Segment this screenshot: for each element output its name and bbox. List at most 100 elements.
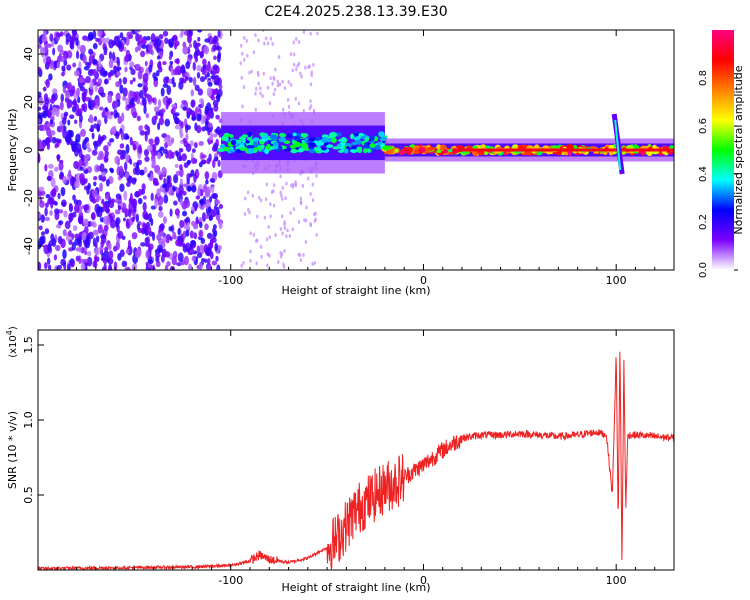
- spectrogram-cell: [277, 54, 281, 59]
- spectrogram-cell: [157, 244, 163, 253]
- spectrogram-cell: [662, 145, 670, 150]
- spectrogram-cell: [101, 175, 107, 182]
- spectrogram-cell: [65, 91, 71, 99]
- spectrogram-cell: [81, 140, 88, 151]
- spectrogram-cell: [126, 31, 133, 38]
- spectrogram-cell: [162, 96, 168, 104]
- spectrogram-cell: [153, 106, 160, 113]
- spectrogram-cell: [129, 192, 133, 203]
- spectrogram-cell: [282, 264, 286, 269]
- spectrogram-cell: [95, 97, 100, 107]
- spectrogram-cell: [297, 219, 301, 224]
- spectrogram-cell: [79, 86, 86, 92]
- spectrogram-cell: [47, 243, 51, 253]
- spectrogram-cell: [279, 227, 283, 232]
- spectrogram-cell: [281, 185, 284, 190]
- spectrogram-cell: [212, 133, 218, 138]
- spectrogram-cell: [123, 46, 127, 52]
- spectrogram-cell: [114, 99, 118, 109]
- spectrogram-cell: [190, 206, 195, 212]
- spectrogram-cell: [91, 198, 97, 204]
- spectrogram-cell: [47, 163, 54, 169]
- spectrogram-cell: [91, 149, 98, 156]
- spectrogram-cell: [49, 33, 54, 42]
- spectrogram-cell: [210, 185, 215, 194]
- spectrogram-cell: [351, 145, 358, 150]
- spectrogram-cell: [92, 68, 97, 77]
- spectrogram-cell: [80, 263, 86, 270]
- spectrogram-cell: [265, 182, 269, 187]
- spectrogram-cell: [216, 93, 221, 103]
- spectrogram-cell: [124, 161, 128, 172]
- spectrogram-cell: [241, 104, 244, 109]
- spectrogram-cell: [179, 167, 184, 178]
- spectrogram-cell: [93, 254, 98, 264]
- spectrogram-cell: [52, 88, 58, 94]
- spectrogram-cell: [158, 205, 163, 212]
- spectrogram-cell: [534, 144, 540, 150]
- spectrogram-cell: [168, 55, 172, 61]
- spectrogram-ytick-label: -20: [22, 189, 35, 207]
- spectrogram-cell: [273, 76, 276, 81]
- spectrogram-cell: [107, 141, 112, 147]
- spectrogram-cell: [179, 198, 184, 206]
- spectrogram-cell: [93, 123, 98, 129]
- spectrogram-cell: [264, 197, 268, 202]
- spectrogram-cell: [205, 179, 209, 185]
- spectrogram-cell: [309, 192, 312, 197]
- spectrogram-cell: [49, 209, 53, 216]
- spectrogram-cell: [69, 114, 75, 120]
- spectrogram-cell: [312, 62, 315, 67]
- spectrogram-cell: [241, 51, 244, 56]
- spectrogram-cell: [209, 251, 214, 260]
- spectrogram-cell: [302, 253, 305, 258]
- spectrogram-cell: [98, 106, 104, 111]
- spectrogram-cell: [46, 257, 51, 265]
- spectrogram-cell: [283, 225, 286, 230]
- spectrogram-cell: [181, 99, 188, 105]
- snr-yscale: (x104): [5, 326, 19, 358]
- spectrogram-cell: [250, 69, 253, 74]
- spectrogram-cell: [184, 218, 189, 223]
- spectrogram-cell: [39, 46, 46, 56]
- spectrogram-cell: [276, 79, 280, 84]
- spectrogram-cell: [209, 240, 214, 249]
- spectrogram-cell: [75, 37, 79, 47]
- spectrogram-cell: [252, 50, 256, 55]
- spectrogram-cell: [180, 30, 184, 36]
- spectrogram-cell: [115, 92, 121, 102]
- spectrogram-cell: [369, 143, 376, 148]
- spectrogram-cell: [86, 256, 93, 267]
- spectrogram-cell: [292, 132, 297, 137]
- spectrogram-cell: [115, 209, 120, 215]
- spectrogram-cell: [61, 71, 65, 77]
- spectrogram-cell: [83, 218, 89, 228]
- spectrogram-cell: [108, 51, 113, 60]
- spectrogram-cell: [278, 82, 282, 87]
- spectrogram-cell: [200, 114, 206, 125]
- spectrogram-cell: [272, 189, 275, 194]
- spectrogram-cell: [84, 136, 90, 143]
- spectrogram-cell: [313, 261, 317, 266]
- spectrogram-cell: [130, 97, 135, 107]
- spectrogram-cell: [92, 42, 98, 50]
- spectrogram-cell: [171, 256, 177, 266]
- spectrogram-cell: [299, 258, 303, 263]
- spectrogram-cell: [249, 249, 252, 254]
- spectrogram-cell: [44, 228, 50, 235]
- spectrogram-cell: [114, 198, 121, 204]
- spectrogram-cell: [271, 42, 274, 47]
- spectrogram-cell: [71, 233, 75, 240]
- spectrogram-cell: [87, 31, 94, 41]
- spectrogram-cell: [91, 211, 96, 221]
- spectrogram-cell: [119, 32, 124, 39]
- spectrogram-cell: [290, 183, 293, 188]
- spectrogram-cell: [94, 247, 100, 256]
- spectrogram-cell: [206, 158, 211, 165]
- spectrogram-cell: [265, 237, 269, 242]
- spectrogram-cell: [311, 262, 314, 267]
- spectrogram-cell: [652, 144, 657, 150]
- spectrogram-ytick-label: 40: [22, 47, 35, 61]
- spectrogram-cell: [137, 83, 143, 88]
- spectrogram-cell: [196, 245, 200, 254]
